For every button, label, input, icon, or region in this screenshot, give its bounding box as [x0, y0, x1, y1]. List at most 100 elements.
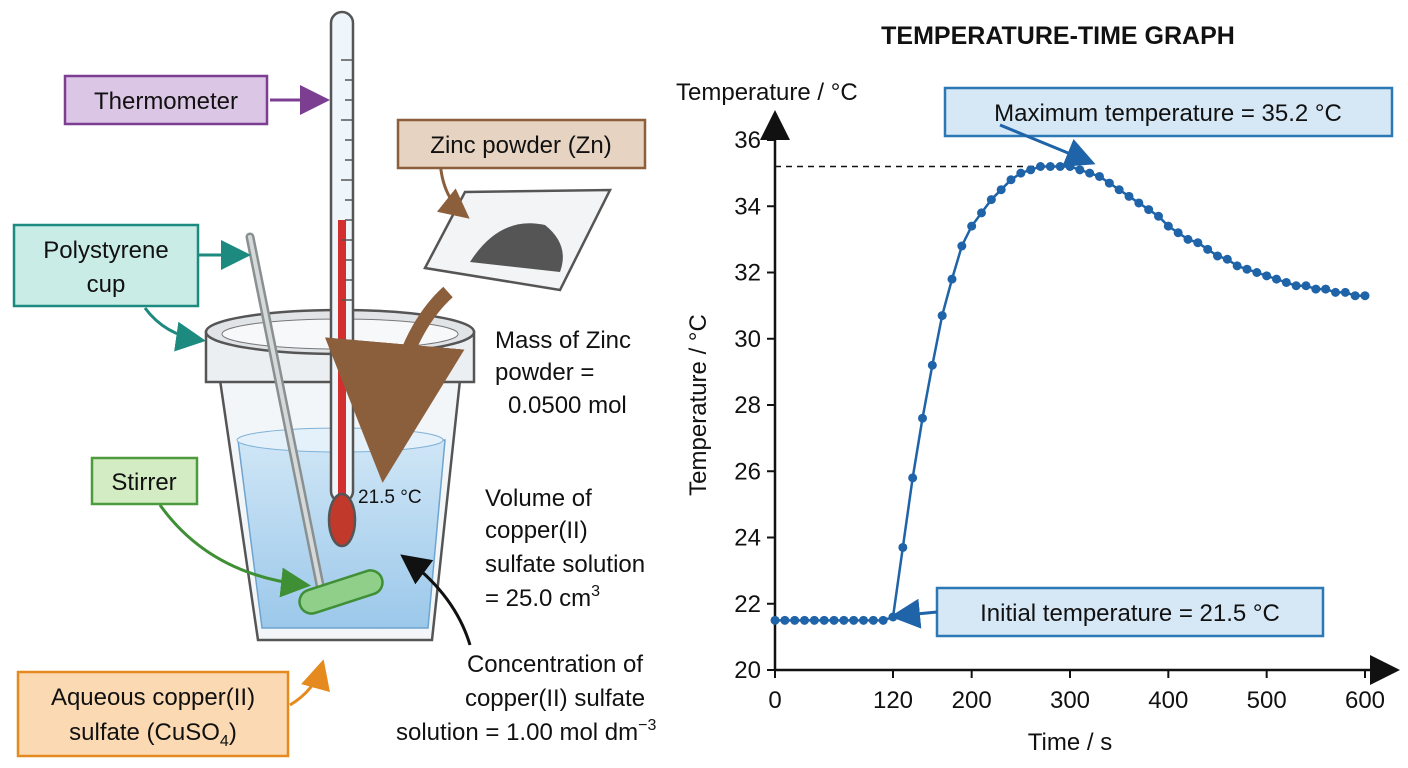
data-point: [1193, 238, 1203, 248]
zinc-powder: [470, 223, 563, 272]
data-point: [1232, 261, 1242, 271]
thermometer-scale: [341, 59, 353, 301]
data-point: [918, 413, 927, 423]
annotation-box: [943, 86, 1394, 138]
chart-title: TEMPERATURE-TIME GRAPH: [881, 22, 1235, 50]
data-point: [1065, 162, 1075, 171]
y-tick-label: 22: [734, 591, 761, 618]
y-tick-label: 36: [734, 127, 761, 154]
data-point: [1360, 291, 1370, 301]
data-point: [849, 615, 859, 625]
x-tick-label: 400: [1148, 687, 1188, 714]
note: copper(II) sulfate: [465, 685, 645, 712]
label-box: [16, 670, 290, 758]
data-point: [1203, 244, 1213, 254]
data-point: [1262, 271, 1272, 281]
label-part: sulfate (CuSO: [69, 719, 220, 746]
y-tick-label: 26: [734, 458, 761, 485]
data-point: [1114, 185, 1124, 195]
x-tick-label: 200: [952, 687, 992, 714]
y-tick-label: 30: [734, 326, 761, 353]
data-point: [809, 615, 819, 625]
data-point: [1301, 281, 1311, 291]
data-point: [967, 221, 977, 231]
reading: 21.5 °C: [358, 487, 422, 508]
data-point: [819, 615, 829, 625]
data-point: [790, 615, 800, 625]
y-axis-label: Temperature / °C: [685, 314, 712, 496]
data-point: [1134, 198, 1144, 208]
label-box: [396, 118, 647, 170]
note-part: solution = 1.00 mol dm: [396, 719, 638, 746]
label: sulfate (CuSO4): [69, 719, 237, 750]
data-point: [1340, 287, 1350, 297]
data-point: [1085, 168, 1095, 178]
data-point: [1016, 168, 1026, 178]
data-point: [1144, 205, 1154, 215]
annotation: Maximum temperature = 35.2 °C: [994, 100, 1342, 127]
pour-arrow: [324, 286, 465, 483]
y-tick-label: 24: [734, 525, 761, 552]
data-point: [1213, 251, 1222, 261]
data-point: [1045, 162, 1055, 171]
data-point: [1311, 284, 1321, 294]
axis-title: Temperature / °C: [676, 79, 858, 106]
note: Mass of Zinc: [495, 327, 631, 354]
note: powder =: [495, 359, 594, 386]
x-tick-label: 600: [1345, 687, 1385, 714]
note: Concentration of: [467, 651, 643, 678]
data-point: [1222, 254, 1232, 264]
data-point: [937, 311, 947, 321]
label: Zinc powder (Zn): [430, 132, 611, 159]
superscript: 3: [591, 583, 600, 600]
data-point: [1124, 191, 1134, 201]
subscript: 4: [220, 733, 229, 750]
stirrer-rod-shine: [248, 235, 324, 597]
annotation-box: [935, 586, 1325, 638]
solution-arrow: [289, 659, 330, 707]
stirrer-paddle: [298, 569, 384, 615]
data-point: [908, 473, 918, 483]
data-point: [1331, 287, 1340, 297]
data-point: [800, 615, 809, 625]
x-tick-label: 0: [768, 687, 781, 714]
data-point: [1350, 291, 1360, 301]
data-point: [1252, 268, 1262, 277]
data-point: [1281, 277, 1291, 287]
x-tick-label: 300: [1050, 687, 1090, 714]
data-point: [1154, 211, 1163, 221]
label-part: ): [229, 719, 237, 746]
data-point: [839, 615, 849, 625]
note: copper(II): [485, 517, 588, 544]
label: Stirrer: [111, 469, 176, 496]
data-point: [996, 185, 1006, 195]
x-tick-label: 120: [873, 687, 913, 714]
y-tick-label: 20: [734, 657, 761, 684]
data-point: [780, 615, 790, 625]
note: sulfate solution: [485, 551, 645, 578]
label: Aqueous copper(II): [51, 684, 255, 711]
thermometer-bulb: [327, 492, 357, 548]
data-point: [1163, 221, 1173, 231]
data-point: [878, 615, 888, 625]
data-point: [898, 542, 908, 552]
x-axis-label: Time / s: [1028, 729, 1112, 756]
label-box: [63, 74, 269, 126]
label: Thermometer: [94, 88, 238, 115]
note: solution = 1.00 mol dm−3: [396, 717, 656, 746]
data-point: [859, 615, 868, 625]
data-point: [1321, 284, 1331, 294]
annotation: Initial temperature = 21.5 °C: [980, 600, 1280, 627]
data-point: [1095, 171, 1104, 181]
data-point: [927, 360, 937, 370]
data-line: [775, 165, 1365, 622]
data-point: [977, 208, 986, 218]
note-part: = 25.0 cm: [485, 585, 591, 612]
data-point: [1291, 281, 1301, 291]
note: = 25.0 cm3: [485, 583, 600, 612]
data-point: [1026, 165, 1036, 175]
data-point: [1173, 228, 1183, 238]
data-point: [957, 241, 967, 251]
cup-arrow: [143, 307, 206, 352]
concentration-arrow: [400, 554, 472, 646]
